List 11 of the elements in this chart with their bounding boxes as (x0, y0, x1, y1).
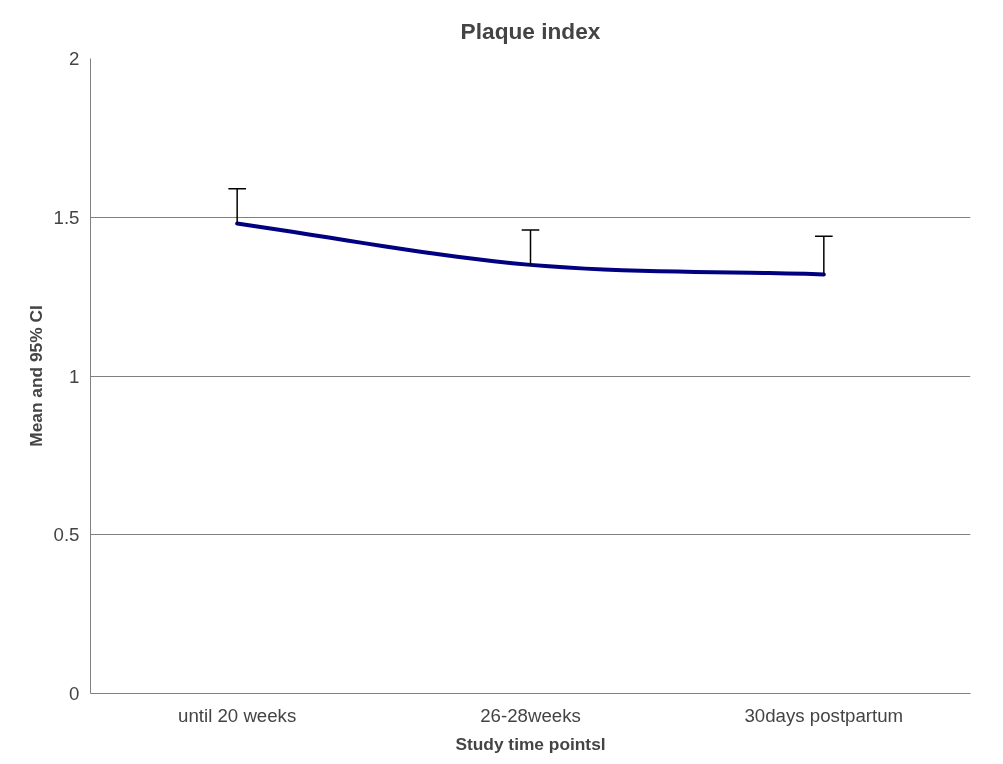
y-tick-label: 0 (69, 683, 80, 704)
y-tick-label: 2 (69, 48, 80, 69)
x-axis-title: Study time pointsl (455, 733, 606, 754)
y-axis-title: Mean and 95% CI (25, 305, 46, 447)
chart-title: Plaque index (460, 17, 601, 44)
x-tick-label: 30days postpartum (744, 704, 904, 726)
x-tick-label: 26-28weeks (480, 704, 581, 726)
y-tick-label: 1.5 (53, 206, 80, 228)
y-tick-label: 1 (69, 365, 80, 387)
y-tick-label: 0.5 (53, 524, 80, 546)
x-tick-label: until 20 weeks (178, 704, 297, 726)
